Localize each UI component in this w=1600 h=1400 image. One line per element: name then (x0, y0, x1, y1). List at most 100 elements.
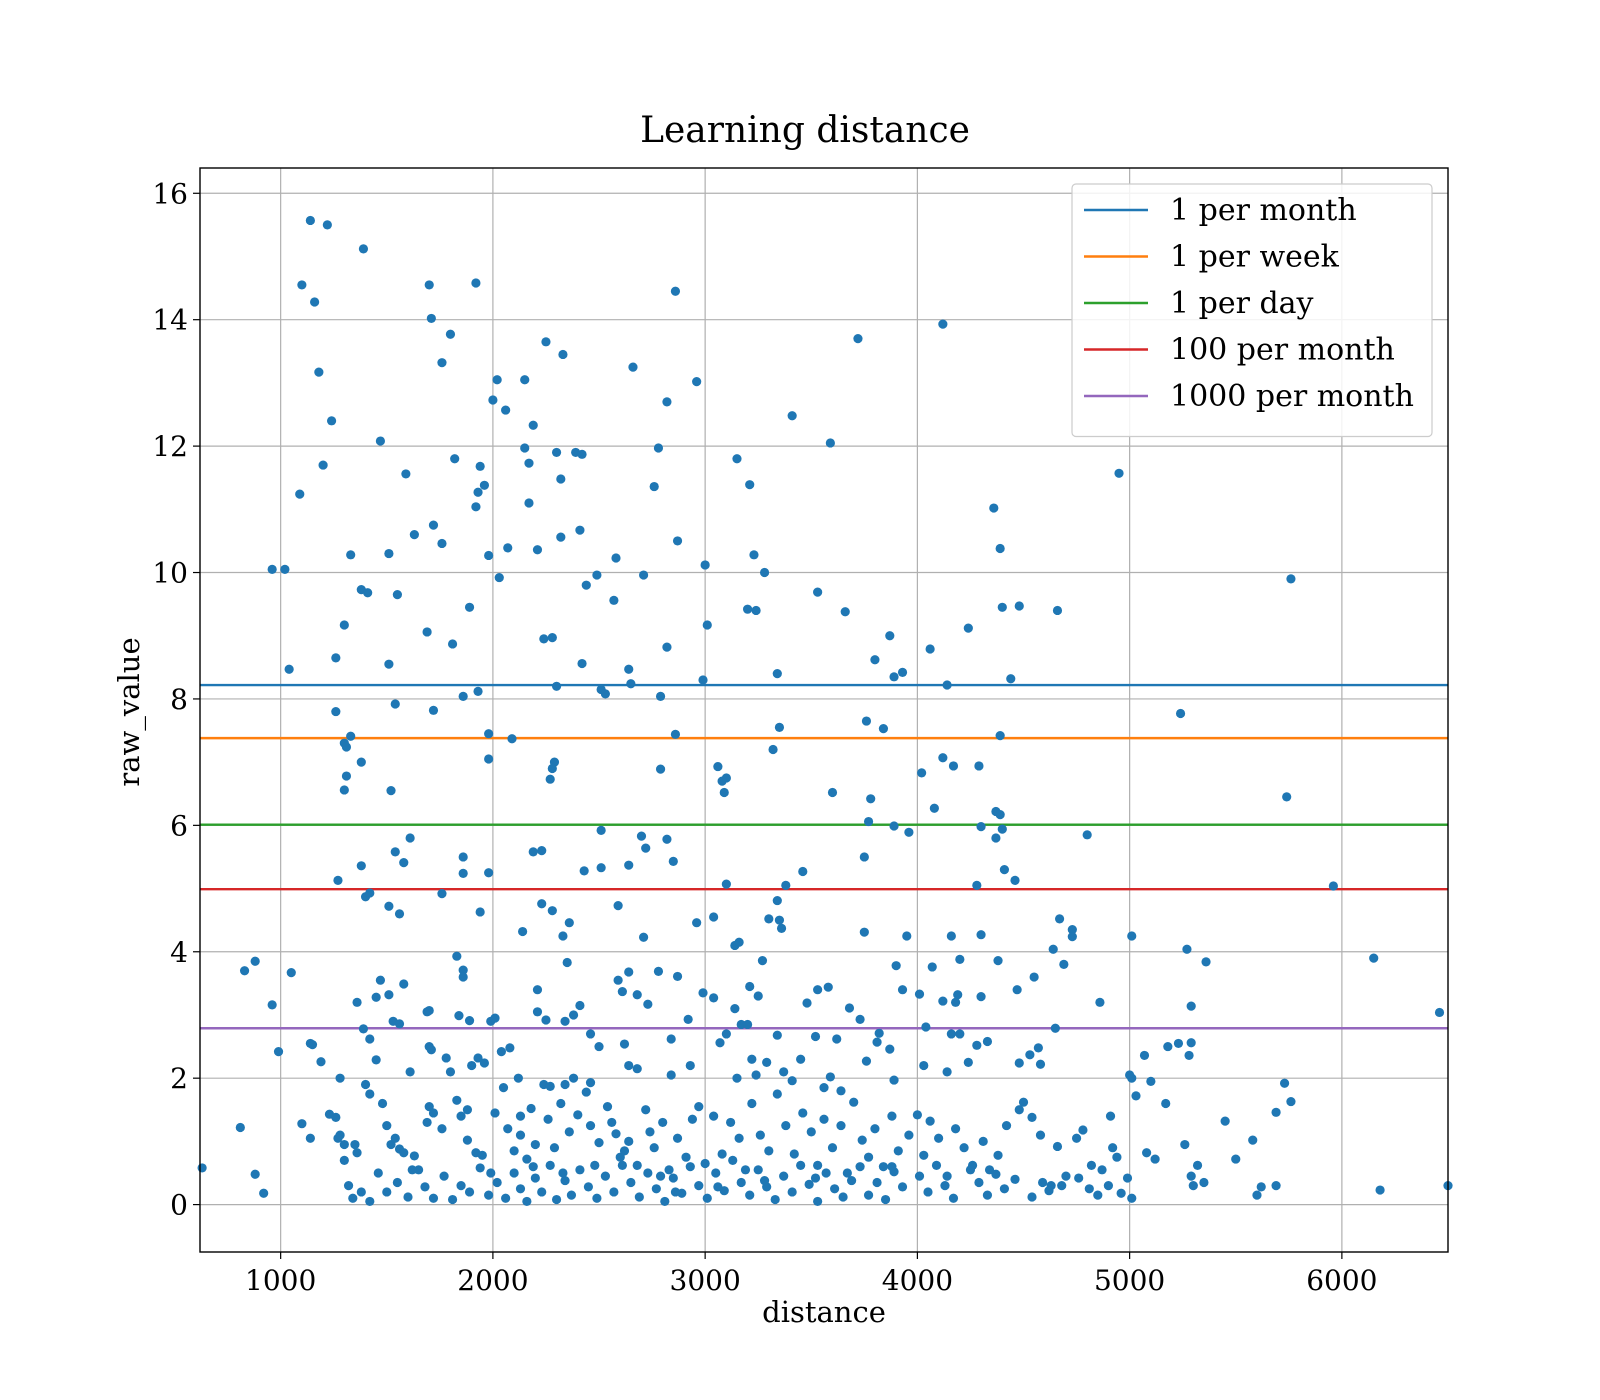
scatter-point (371, 992, 381, 1002)
scatter-point (428, 520, 439, 530)
scatter-point (551, 447, 562, 458)
scatter-point (305, 1133, 315, 1143)
scatter-point (558, 1168, 568, 1178)
scatter-point (547, 906, 557, 916)
scatter-point (974, 761, 984, 771)
scatter-point (341, 771, 352, 781)
scatter-point (668, 856, 678, 866)
scatter-point (991, 1169, 1001, 1179)
scatter-point (821, 1168, 831, 1178)
scatter-point (836, 1086, 846, 1096)
scatter-point (823, 982, 833, 992)
scatter-point (484, 754, 494, 764)
scatter-point (624, 860, 634, 870)
scatter-point (687, 1114, 698, 1124)
y-tick-label: 6 (170, 809, 188, 842)
scatter-point (318, 460, 328, 470)
scatter-point (585, 1029, 596, 1039)
scatter-point (619, 1039, 630, 1049)
scatter-point (653, 443, 664, 453)
scatter-point (602, 1102, 613, 1112)
scatter-point (721, 1029, 731, 1039)
y-tick-label: 4 (170, 936, 188, 969)
scatter-point (668, 1173, 678, 1183)
scatter-point (1286, 1096, 1296, 1107)
scatter-point (670, 729, 681, 739)
scatter-point (594, 1041, 604, 1052)
scatter-point (859, 852, 869, 862)
scatter-point (609, 595, 619, 605)
scatter-point (503, 1124, 513, 1134)
scatter-point (1014, 1105, 1024, 1115)
scatter-point (976, 992, 986, 1002)
scatter-point (494, 572, 504, 583)
scatter-point (982, 1036, 993, 1047)
scatter-point (403, 1192, 413, 1202)
scatter-point (348, 1193, 358, 1203)
scatter-point (462, 1105, 473, 1115)
scatter-point (551, 1194, 562, 1205)
scatter-point (887, 1111, 897, 1121)
scatter-point (454, 1011, 464, 1021)
scatter-point (1057, 1181, 1067, 1191)
scatter-point (976, 930, 986, 940)
scatter-point (371, 1055, 381, 1065)
scatter-point (655, 764, 666, 774)
scatter-point (509, 1146, 519, 1156)
scatter-point (1328, 881, 1338, 891)
scatter-point (632, 1160, 642, 1171)
scatter-point (1018, 1097, 1029, 1107)
scatter-point (747, 1098, 757, 1109)
scatter-point (866, 794, 876, 804)
scatter-point (394, 1019, 405, 1029)
scatter-point (641, 843, 651, 853)
legend-label: 1 per month (1170, 193, 1357, 228)
scatter-point (931, 1160, 942, 1171)
scatter-point (995, 543, 1005, 554)
scatter-point (846, 1175, 857, 1186)
scatter-point (467, 1060, 477, 1071)
scatter-point (897, 985, 908, 995)
scatter-point (638, 932, 649, 942)
scatter-point (713, 1182, 723, 1192)
scatter-point (1127, 1193, 1137, 1203)
scatter-point (736, 1019, 746, 1030)
scatter-point (874, 1028, 884, 1038)
scatter-point (450, 454, 460, 464)
scatter-point (751, 1070, 761, 1080)
scatter-point (702, 620, 712, 630)
scatter-point (619, 1146, 630, 1156)
scatter-point (530, 1173, 540, 1183)
scatter-point (1279, 1078, 1290, 1088)
scatter-point (458, 868, 468, 878)
scatter-point (649, 1143, 659, 1153)
scatter-point (365, 1089, 375, 1099)
scatter-point (683, 1014, 693, 1024)
y-tick-label: 8 (170, 683, 188, 716)
scatter-point (384, 901, 394, 911)
scatter-point (923, 1187, 933, 1197)
scatter-point (997, 824, 1007, 834)
scatter-point (749, 550, 759, 560)
scatter-point (885, 1044, 895, 1054)
scatter-point (1271, 1107, 1281, 1117)
scatter-point (399, 1148, 409, 1158)
scatter-point (1054, 914, 1065, 924)
scatter-point (825, 1072, 835, 1082)
scatter-point (925, 644, 935, 654)
scatter-point (781, 1120, 791, 1131)
scatter-point (1086, 1160, 1097, 1171)
scatter-point (1192, 1160, 1203, 1171)
scatter-point (872, 1177, 882, 1188)
scatter-point (197, 1163, 207, 1173)
scatter-point (863, 1152, 874, 1162)
scatter-point (498, 1083, 509, 1093)
scatter-point (721, 879, 731, 889)
scatter-point (405, 833, 415, 843)
scatter-point (424, 1005, 434, 1016)
scatter-point (515, 1184, 526, 1194)
scatter-point (607, 1117, 617, 1128)
scatter-point (643, 999, 653, 1009)
scatter-point (522, 1196, 532, 1207)
scatter-point (458, 965, 468, 975)
